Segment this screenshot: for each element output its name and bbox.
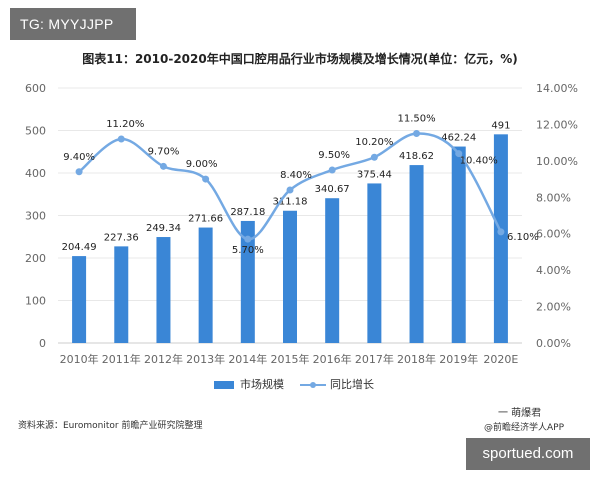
growth-value-label: 9.50% bbox=[318, 150, 350, 161]
bar-value-label: 375.44 bbox=[357, 169, 392, 180]
bar-value-label: 418.62 bbox=[399, 151, 434, 162]
growth-point bbox=[202, 175, 210, 183]
bar-value-label: 249.34 bbox=[146, 223, 181, 234]
growth-point bbox=[413, 130, 421, 138]
y-left-tick-label: 400 bbox=[25, 167, 46, 180]
bar-value-label: 204.49 bbox=[62, 242, 97, 253]
bar-value-label: 462.24 bbox=[441, 133, 476, 144]
chart-title: 图表11：2010-2020年中国口腔用品行业市场规模及增长情况(单位：亿元，%… bbox=[82, 52, 518, 66]
legend-item-market-size: 市场规模 bbox=[214, 376, 284, 392]
bar-value-label: 287.18 bbox=[230, 207, 265, 218]
bar bbox=[156, 237, 171, 343]
bar-value-label: 340.67 bbox=[315, 184, 350, 195]
growth-point bbox=[497, 228, 505, 236]
growth-point bbox=[328, 166, 336, 174]
growth-point bbox=[75, 168, 83, 176]
x-tick-label: 2010年 bbox=[60, 352, 99, 366]
x-tick-label: 2019年 bbox=[439, 352, 478, 366]
y-left-tick-label: 600 bbox=[25, 82, 46, 95]
growth-point bbox=[159, 162, 167, 170]
x-tick-label: 2016年 bbox=[313, 352, 352, 366]
legend-label-growth: 同比增长 bbox=[330, 378, 374, 391]
bar bbox=[240, 220, 255, 343]
source-note: 资料来源：Euromonitor 前瞻产业研究院整理 bbox=[18, 421, 203, 431]
growth-value-label: 6.10% bbox=[507, 232, 539, 243]
y-right-tick-label: 2.00% bbox=[536, 301, 571, 314]
x-tick-label: 2012年 bbox=[144, 352, 183, 366]
y-left-tick-label: 500 bbox=[25, 125, 46, 138]
legend-label-market-size: 市场规模 bbox=[240, 378, 284, 391]
growth-point bbox=[244, 235, 252, 243]
bar-value-label: 311.18 bbox=[273, 197, 308, 208]
growth-point bbox=[117, 135, 125, 143]
legend-item-growth: 同比增长 bbox=[300, 376, 374, 392]
bar bbox=[283, 210, 297, 343]
bar bbox=[367, 183, 382, 343]
legend-swatch-line bbox=[300, 380, 326, 390]
legend-swatch-bar bbox=[214, 381, 234, 389]
x-tick-label: 2018年 bbox=[397, 352, 436, 366]
y-right-tick-label: 10.00% bbox=[536, 155, 578, 168]
y-left-tick-label: 200 bbox=[25, 252, 46, 265]
bar-value-label: 227.36 bbox=[104, 232, 139, 243]
y-left-tick-label: 0 bbox=[39, 337, 46, 350]
bar bbox=[493, 134, 508, 343]
y-right-tick-label: 4.00% bbox=[536, 264, 571, 277]
bar bbox=[409, 165, 424, 343]
growth-value-label: 8.40% bbox=[280, 170, 312, 181]
growth-value-label: 10.20% bbox=[355, 137, 393, 148]
x-tick-label: 2020E bbox=[483, 353, 518, 366]
y-right-tick-label: 8.00% bbox=[536, 191, 571, 204]
wechat-account-label: 一 萌爆君 bbox=[498, 408, 542, 419]
y-left-tick-label: 100 bbox=[25, 295, 46, 308]
growth-value-label: 10.40% bbox=[460, 156, 498, 167]
x-tick-label: 2017年 bbox=[355, 352, 394, 366]
bar-value-label: 491 bbox=[491, 120, 510, 131]
growth-value-label: 11.50% bbox=[397, 114, 435, 125]
growth-value-label: 9.40% bbox=[63, 152, 95, 163]
x-tick-label: 2013年 bbox=[186, 352, 225, 366]
x-tick-label: 2011年 bbox=[102, 352, 141, 366]
growth-value-label: 5.70% bbox=[232, 245, 264, 256]
growth-point bbox=[286, 186, 294, 194]
bar bbox=[451, 146, 466, 343]
y-right-tick-label: 12.00% bbox=[536, 118, 578, 131]
bar bbox=[72, 256, 87, 343]
site-watermark-badge: sportued.com bbox=[466, 438, 590, 470]
y-left-tick-label: 300 bbox=[25, 210, 46, 223]
growth-value-label: 11.20% bbox=[106, 119, 144, 130]
y-right-tick-label: 0.00% bbox=[536, 337, 571, 350]
bar bbox=[325, 198, 340, 343]
growth-value-label: 9.00% bbox=[186, 159, 218, 170]
y-right-tick-label: 14.00% bbox=[536, 82, 578, 95]
x-tick-label: 2015年 bbox=[271, 352, 310, 366]
x-tick-label: 2014年 bbox=[228, 352, 267, 366]
y-right-tick-label: 6.00% bbox=[536, 228, 571, 241]
app-watermark-text: @前瞻经济学人APP bbox=[484, 423, 565, 433]
growth-point bbox=[455, 150, 463, 158]
bar-value-label: 271.66 bbox=[188, 214, 223, 225]
growth-point bbox=[370, 153, 378, 161]
bar bbox=[114, 246, 129, 343]
bar bbox=[198, 227, 213, 343]
growth-value-label: 9.70% bbox=[148, 146, 180, 157]
watermark-badge-tg: TG: MYYJJPP bbox=[10, 8, 136, 40]
